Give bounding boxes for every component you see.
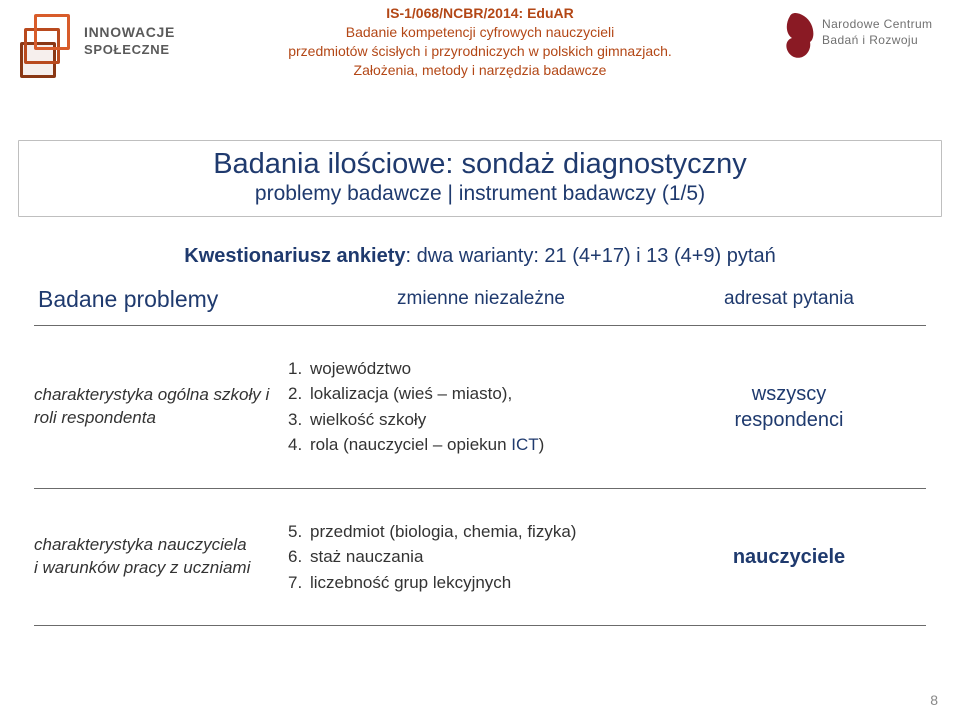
questionnaire-line: Kwestionariusz ankiety: dwa warianty: 21… (0, 245, 960, 268)
divider (34, 625, 926, 626)
head-col-2: zmienne niezależne (284, 288, 674, 310)
title-sub: problemy badawcze | instrument badawczy … (33, 182, 927, 206)
title-box: Badania ilościowe: sondaż diagnostyczny … (18, 140, 942, 217)
row-audience: wszyscyrespondenci (674, 381, 904, 433)
kw-label: Kwestionariusz ankiety (184, 245, 405, 267)
list-item: 4.rola (nauczyciel – opiekun ICT) (288, 432, 674, 458)
content-table: Badane problemy zmienne niezależne adres… (34, 286, 926, 627)
row-label: charakterystyka ogólna szkoły i roli res… (34, 384, 284, 430)
list-item: 6.staż nauczania (288, 544, 674, 570)
divider (34, 488, 926, 489)
logo-ncbr: Narodowe Centrum Badań i Rozwoju (780, 12, 940, 102)
table-header-row: Badane problemy zmienne niezależne adres… (34, 286, 926, 313)
row-label: charakterystyka nauczyciela i warunków p… (34, 534, 284, 580)
list-item: 3.wielkość szkoły (288, 407, 674, 433)
logo-innowacje-spoleczne: INNOWACJE SPOŁECZNE (20, 10, 190, 105)
row-items: 5.przedmiot (biologia, chemia, fizyka)6.… (284, 519, 674, 596)
page-number: 8 (930, 692, 938, 708)
ncbr-text: Narodowe Centrum Badań i Rozwoju (822, 16, 932, 48)
ncbr-icon (782, 12, 816, 60)
list-item: 7.liczebność grup lekcyjnych (288, 570, 674, 596)
logo-left-line1: INNOWACJE (84, 24, 175, 40)
header-line-3: przedmiotów ścisłych i przyrodniczych w … (220, 42, 740, 61)
header-line-2: Badanie kompetencji cyfrowych nauczyciel… (220, 23, 740, 42)
list-item: 5.przedmiot (biologia, chemia, fizyka) (288, 519, 674, 545)
header-center-text: IS-1/068/NCBR/2014: EduAR Badanie kompet… (220, 4, 740, 80)
header-line-1: IS-1/068/NCBR/2014: EduAR (220, 4, 740, 23)
list-item: 1.województwo (288, 356, 674, 382)
header-line-4: Założenia, metody i narzędzia badawcze (220, 61, 740, 80)
list-item: 2.lokalizacja (wieś – miasto), (288, 381, 674, 407)
logo-left-icon (20, 14, 80, 74)
table-row: charakterystyka nauczyciela i warunków p… (34, 501, 926, 614)
table-row: charakterystyka ogólna szkoły i roli res… (34, 338, 926, 476)
header: INNOWACJE SPOŁECZNE IS-1/068/NCBR/2014: … (0, 0, 960, 140)
row-items: 1.województwo2.lokalizacja (wieś – miast… (284, 356, 674, 458)
kw-rest: : dwa warianty: 21 (4+17) i 13 (4+9) pyt… (405, 245, 775, 267)
row-audience: nauczyciele (674, 544, 904, 570)
head-col-1: Badane problemy (34, 286, 284, 313)
head-col-3: adresat pytania (674, 288, 904, 310)
divider (34, 325, 926, 326)
logo-left-line2: SPOŁECZNE (84, 42, 170, 57)
title-main: Badania ilościowe: sondaż diagnostyczny (33, 147, 927, 182)
